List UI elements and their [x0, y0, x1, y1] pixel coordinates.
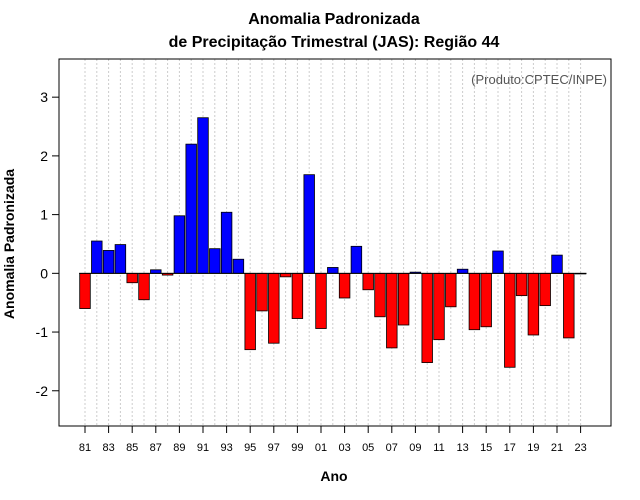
- bar-2021: [551, 254, 563, 274]
- bar-1989: [173, 215, 186, 274]
- bar-1994: [232, 258, 245, 274]
- x-tick-label: 01: [315, 442, 327, 454]
- bar-1999: [291, 272, 304, 319]
- x-tick-label: 09: [409, 442, 421, 454]
- bar-2014: [468, 272, 481, 331]
- bar-2010: [421, 272, 433, 363]
- x-axis-label: Ano: [320, 468, 347, 484]
- x-tick-label: 95: [244, 442, 256, 454]
- plot-frame: [58, 58, 612, 427]
- x-tick-label: 81: [79, 442, 91, 454]
- bar-2013: [456, 268, 469, 274]
- bar-2016: [492, 250, 504, 274]
- bar-2005: [362, 272, 374, 291]
- bar-2002: [327, 267, 339, 274]
- y-tick-label: 0: [40, 265, 48, 281]
- bar-2007: [386, 272, 398, 349]
- x-tick-label: 89: [173, 442, 185, 454]
- bar-1991: [197, 117, 209, 274]
- bar-2001: [315, 272, 327, 329]
- y-tick-label: 3: [40, 89, 48, 105]
- x-tick-label: 15: [480, 442, 492, 454]
- x-tick-label: 07: [386, 442, 398, 454]
- bar-1993: [220, 211, 233, 274]
- x-tick-label: 91: [197, 442, 209, 454]
- gridlines: [84, 59, 582, 426]
- x-tick-label: 17: [504, 442, 516, 454]
- x-tick-label: 87: [150, 442, 162, 454]
- x-tick-label: 97: [268, 442, 280, 454]
- bar-1984: [114, 244, 127, 274]
- bar-1995: [244, 272, 256, 351]
- y-tick-label: -2: [36, 383, 49, 399]
- bar-1985: [126, 272, 138, 284]
- bar-2006: [374, 272, 386, 318]
- bar-2018: [515, 272, 528, 297]
- x-tick-label: 23: [574, 442, 586, 454]
- bar-2011: [433, 272, 445, 341]
- bar-2000: [303, 174, 315, 274]
- credit-label: (Produto:CPTEC/INPE): [471, 72, 607, 87]
- bar-1990: [185, 143, 197, 274]
- bar-1986: [138, 272, 150, 301]
- y-tick-label: -1: [36, 324, 49, 340]
- bar-2012: [445, 272, 457, 308]
- bar-1981: [79, 272, 91, 309]
- x-axis: 81 83 85 87 89 91 93 95 97 99 01 03 05 07 09 11 13 15 17 19…: [79, 426, 587, 454]
- x-tick-label: 11: [433, 442, 444, 454]
- x-tick-label: 83: [102, 442, 114, 454]
- bar-1992: [209, 248, 221, 274]
- bar-2004: [350, 245, 363, 274]
- bar-2017: [504, 272, 516, 368]
- y-tick-label: 1: [40, 207, 48, 223]
- chart-title-line1: Anomalia Padronizada: [248, 11, 420, 28]
- x-tick-label: 13: [456, 442, 468, 454]
- bars: [79, 117, 587, 368]
- bar-2022: [563, 272, 575, 339]
- bar-2008: [397, 272, 410, 326]
- bar-1987: [150, 269, 162, 274]
- x-tick-label: 99: [291, 442, 303, 454]
- x-tick-label: 21: [551, 442, 563, 454]
- bar-2020: [539, 272, 551, 307]
- x-tick-label: 93: [220, 442, 232, 454]
- chart-title-line2: de Precipitação Trimestral (JAS): Região…: [169, 34, 500, 51]
- x-tick-label: 03: [338, 442, 350, 454]
- y-axis: -2 -1 0 1 2 3: [36, 89, 59, 399]
- x-tick-label: 85: [126, 442, 138, 454]
- x-tick-label: 05: [362, 442, 374, 454]
- x-tick-label: 19: [527, 442, 539, 454]
- bar-1996: [256, 272, 268, 312]
- bar-1982: [91, 240, 103, 274]
- y-tick-label: 2: [40, 148, 48, 164]
- bar-1983: [102, 250, 115, 274]
- bar-1997: [268, 272, 280, 344]
- bar-1998: [279, 272, 292, 278]
- y-axis-label: Anomalia Padronizada: [1, 169, 17, 319]
- bar-2003: [338, 272, 351, 299]
- bar-2015: [480, 272, 492, 328]
- bar-2019: [527, 272, 540, 336]
